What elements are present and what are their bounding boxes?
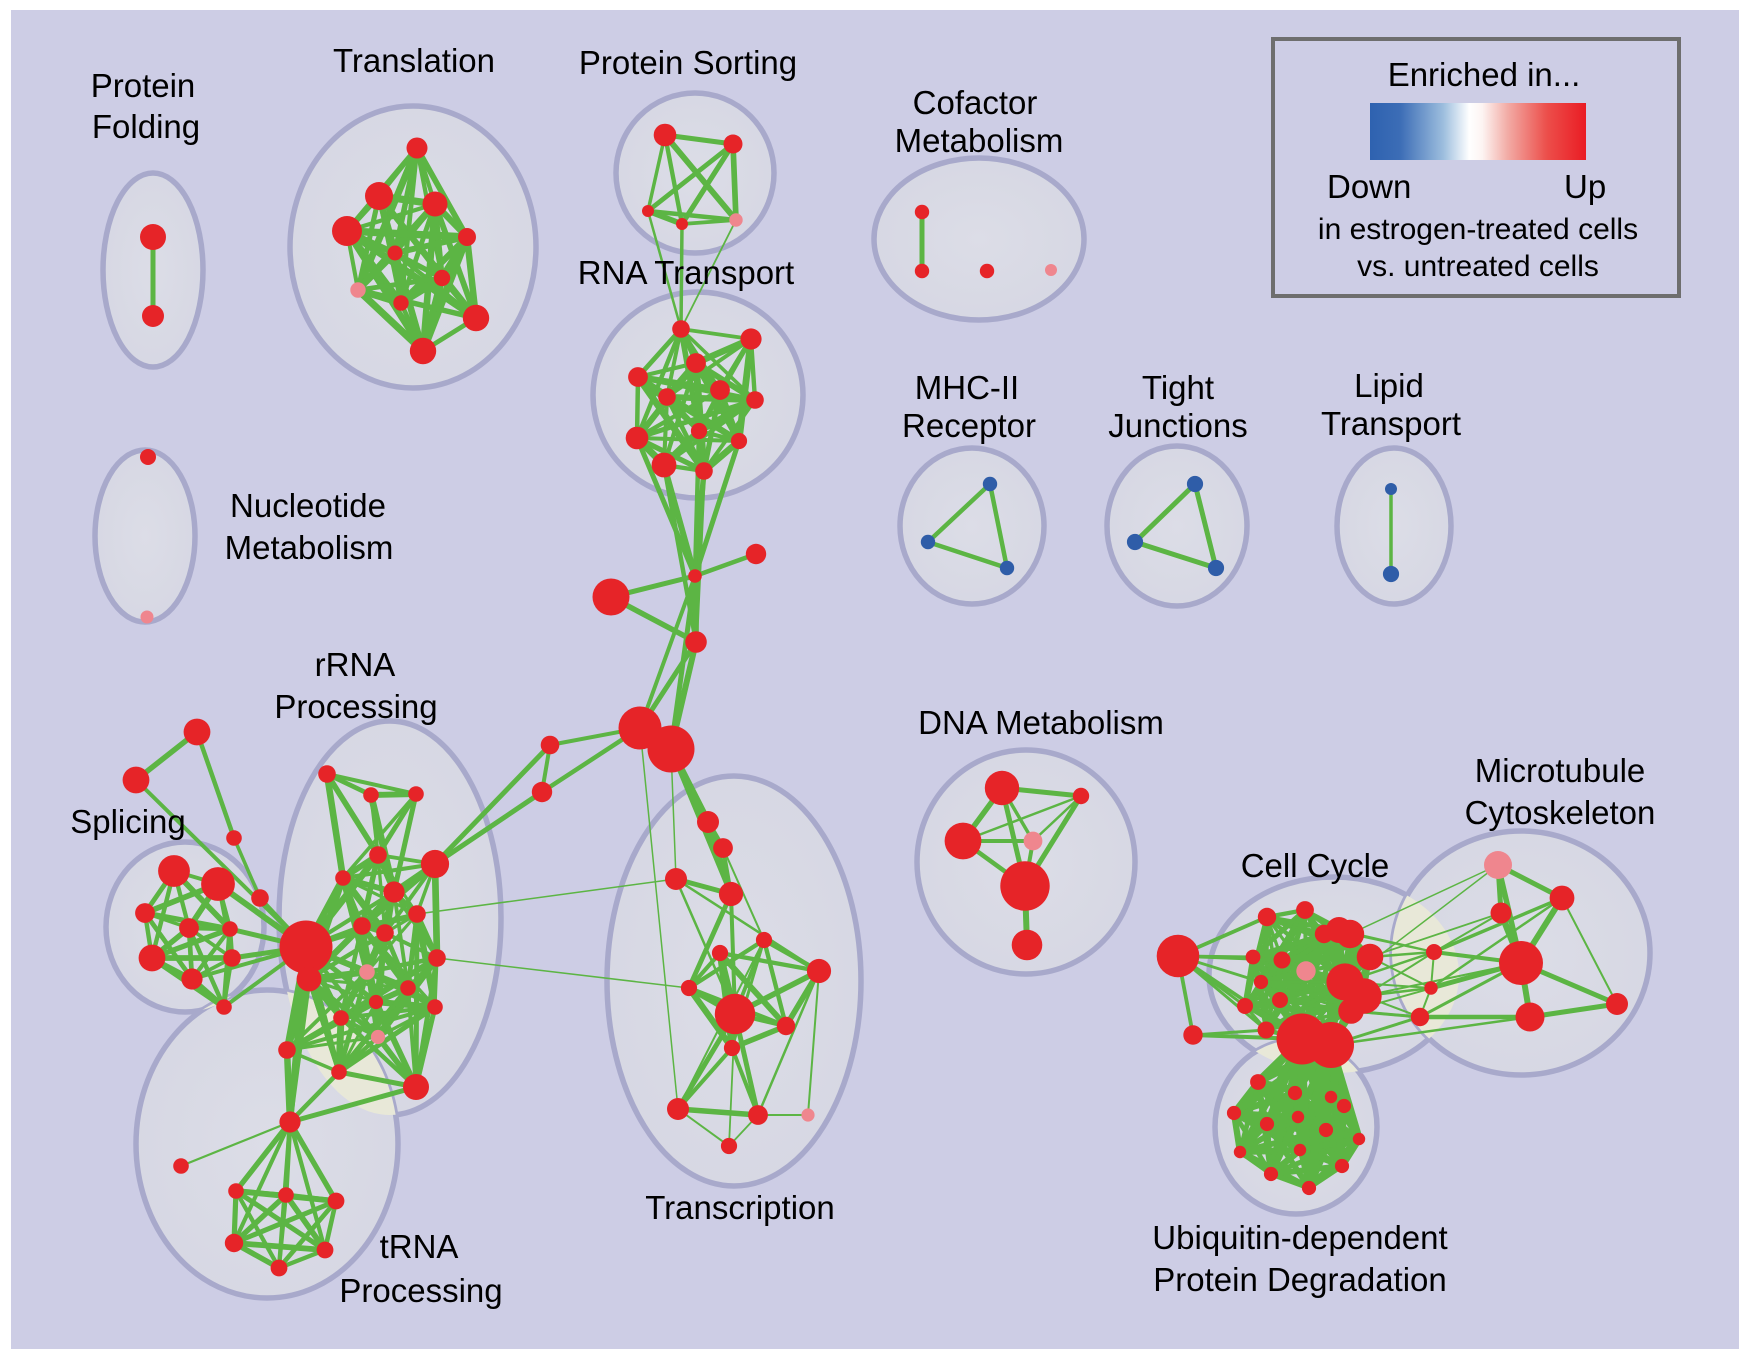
svg-text:RNA Transport: RNA Transport: [578, 254, 794, 291]
svg-text:Translation: Translation: [333, 42, 495, 79]
svg-text:Metabolism: Metabolism: [895, 122, 1064, 159]
svg-text:Cofactor: Cofactor: [913, 84, 1038, 121]
svg-text:Transport: Transport: [1321, 405, 1461, 442]
svg-text:Ubiquitin-dependent: Ubiquitin-dependent: [1152, 1219, 1447, 1256]
svg-text:Cytoskeleton: Cytoskeleton: [1465, 794, 1656, 831]
svg-text:Protein: Protein: [91, 67, 196, 104]
svg-text:Tight: Tight: [1142, 369, 1214, 406]
svg-text:Transcription: Transcription: [645, 1189, 835, 1226]
svg-text:Junctions: Junctions: [1108, 407, 1247, 444]
svg-text:Enriched in...: Enriched in...: [1388, 56, 1581, 93]
svg-text:Cell Cycle: Cell Cycle: [1241, 847, 1390, 884]
svg-text:in estrogen-treated cells: in estrogen-treated cells: [1318, 213, 1638, 246]
svg-text:Protein Sorting: Protein Sorting: [579, 44, 797, 81]
svg-text:Metabolism: Metabolism: [225, 529, 394, 566]
svg-text:tRNA: tRNA: [380, 1228, 459, 1265]
svg-text:Splicing: Splicing: [70, 803, 186, 840]
svg-text:DNA Metabolism: DNA Metabolism: [918, 704, 1164, 741]
svg-text:Receptor: Receptor: [902, 407, 1036, 444]
svg-text:Microtubule: Microtubule: [1475, 752, 1646, 789]
svg-text:vs. untreated cells: vs. untreated cells: [1357, 250, 1599, 283]
svg-text:Nucleotide: Nucleotide: [230, 487, 386, 524]
svg-text:Processing: Processing: [339, 1272, 502, 1309]
svg-text:MHC-II: MHC-II: [915, 369, 1019, 406]
svg-text:Lipid: Lipid: [1354, 367, 1424, 404]
svg-text:Folding: Folding: [92, 108, 200, 145]
svg-text:Up: Up: [1564, 168, 1606, 205]
svg-text:rRNA: rRNA: [315, 646, 396, 683]
svg-text:Protein Degradation: Protein Degradation: [1153, 1261, 1447, 1298]
svg-text:Processing: Processing: [274, 688, 437, 725]
svg-text:Down: Down: [1327, 168, 1411, 205]
